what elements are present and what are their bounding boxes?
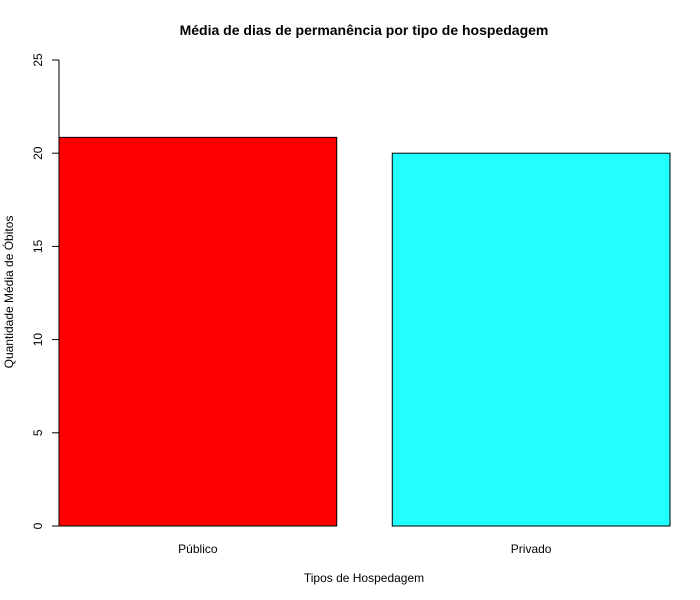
category-labels: Público Privado [178, 542, 552, 556]
category-label: Privado [511, 542, 552, 556]
y-tick-label: 25 [31, 53, 45, 67]
bar-público [58, 136, 338, 527]
y-tick-label: 5 [31, 429, 45, 436]
chart-title: Média de dias de permanência por tipo de… [180, 22, 549, 38]
y-tick-label: 15 [31, 239, 45, 253]
y-tick-label: 10 [31, 333, 45, 347]
category-label: Público [178, 542, 218, 556]
y-axis-label: Quantidade Média de Óbitos [1, 216, 16, 369]
bars-group [58, 136, 671, 527]
bar-privado [391, 152, 671, 527]
y-tick-label: 0 [31, 522, 45, 529]
y-axis: 0 5 10 15 20 25 [31, 53, 60, 529]
x-axis-label: Tipos de Hospedagem [304, 571, 424, 585]
y-tick-label: 20 [31, 146, 45, 160]
